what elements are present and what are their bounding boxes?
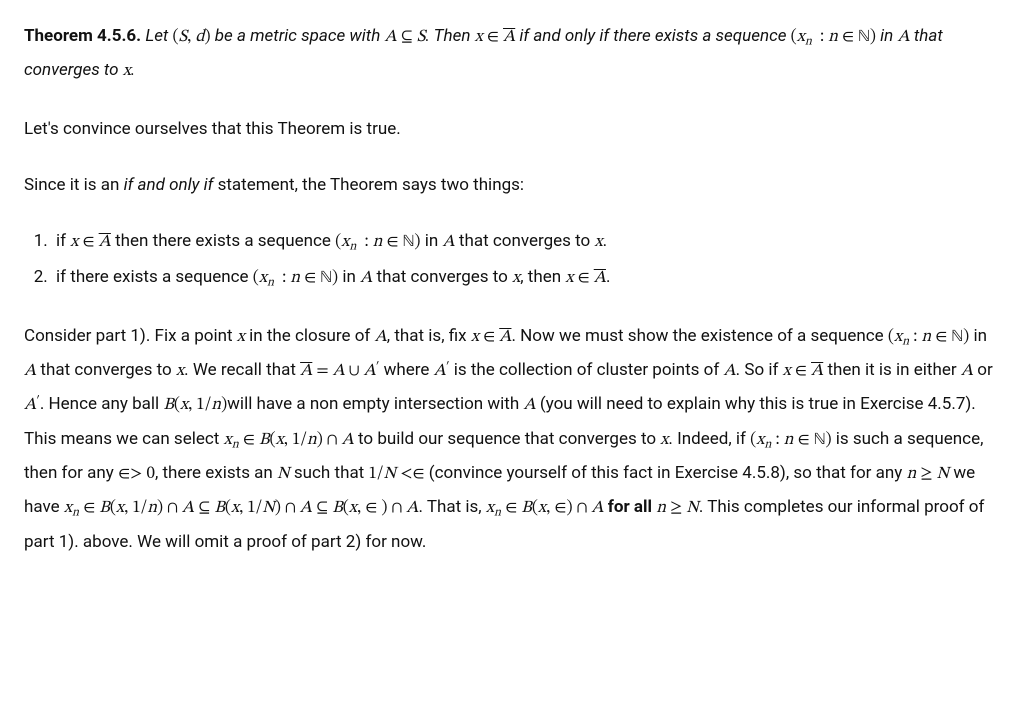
math-A: A xyxy=(961,363,973,380)
math-A-sub-S: A ⊆ S xyxy=(384,29,425,46)
text: such that xyxy=(290,463,369,483)
math-x: x xyxy=(176,363,184,380)
text: or xyxy=(973,360,993,380)
math-x: x xyxy=(237,329,245,346)
math-A: A xyxy=(360,270,372,287)
text: in the closure of xyxy=(245,326,375,346)
math-A: A xyxy=(897,29,909,46)
math-seq: (xn : n ∈ ℕ) xyxy=(253,270,338,287)
theorem-body: Let (S, d) be a metric space with A ⊆ S.… xyxy=(24,26,943,80)
text-bold: for all xyxy=(604,497,657,517)
text: then it is in either xyxy=(823,360,961,380)
math-x-in-Abar: x ∈ A xyxy=(565,270,606,287)
math-Sd: (S, d) xyxy=(173,29,211,46)
math-closure-eq: A = A ∪ A′ xyxy=(300,363,379,380)
text: . Indeed, if xyxy=(668,429,750,449)
text: Consider part 1). Fix a point xyxy=(24,326,237,346)
math-x-in-Abar: x ∈ A xyxy=(70,234,111,251)
text: , there exists an xyxy=(155,463,277,483)
math-A: A xyxy=(523,397,535,414)
math-x-in-Abar: x ∈ A xyxy=(783,363,824,380)
text: . That is, xyxy=(418,497,485,517)
math-select: xn ∈ B(x, 1/n) ∩ A xyxy=(224,432,354,449)
list-item: if there exists a sequence (xn : n ∈ ℕ) … xyxy=(52,261,1000,295)
paragraph-proof: Consider part 1). Fix a point x in the c… xyxy=(24,320,1000,558)
text: Let xyxy=(145,26,172,46)
text: . xyxy=(131,60,135,80)
text: in xyxy=(876,26,897,46)
text: that converges to xyxy=(36,360,176,380)
math-A: A xyxy=(375,329,387,346)
math-n-ge-N: n ≥ N xyxy=(907,466,950,483)
text: , then xyxy=(520,267,565,287)
math-A: A xyxy=(442,234,454,251)
text: in xyxy=(421,231,443,251)
text: that converges to xyxy=(455,231,595,251)
text: where xyxy=(379,360,433,380)
math-N: N xyxy=(277,466,290,483)
math-A: A xyxy=(24,363,36,380)
math-eps-gt-0: ∈> 0 xyxy=(118,466,155,483)
text: . xyxy=(603,231,607,251)
text: be a metric space with xyxy=(211,26,385,46)
text: . Hence any ball xyxy=(40,394,164,414)
text: . We recall that xyxy=(184,360,300,380)
math-x-in-Abar: x ∈ A xyxy=(471,329,512,346)
text: . Now we must show the existence of a se… xyxy=(511,326,887,346)
math-1-over-N: 1/N <∈ xyxy=(368,466,424,483)
math-chain: xn ∈ B(x, 1/n) ∩ A ⊆ B(x, 1/N) ∩ A ⊆ B(x… xyxy=(64,500,419,517)
text: if and only if there exists a sequence xyxy=(515,26,790,46)
theorem-label: Theorem 4.5.6. xyxy=(24,26,141,46)
text: will have a non empty intersection with xyxy=(227,394,523,414)
text: in xyxy=(969,326,987,346)
text: is the collection of cluster points of xyxy=(449,360,723,380)
text: then there exists a sequence xyxy=(111,231,335,251)
math-A: A xyxy=(723,363,735,380)
math-x-in-Abar: x ∈ A xyxy=(475,29,516,46)
paragraph-iff: Since it is an if and only if statement,… xyxy=(24,169,1000,201)
text: , that is, fix xyxy=(387,326,471,346)
math-x: x xyxy=(512,270,520,287)
math-n-ge-N-bold: n ≥ N xyxy=(656,500,699,517)
text: Since it is an xyxy=(24,175,124,195)
iff-list: if x ∈ A then there exists a sequence (x… xyxy=(24,225,1000,296)
math-seq: (xn : n ∈ ℕ) xyxy=(335,234,420,251)
theorem-statement: Theorem 4.5.6. Let (S, d) be a metric sp… xyxy=(24,20,1000,89)
math-x: x xyxy=(594,234,602,251)
iff-emph: if and only if xyxy=(124,175,214,195)
list-item: if x ∈ A then there exists a sequence (x… xyxy=(52,225,1000,259)
paragraph-intro: Let's convince ourselves that this Theor… xyxy=(24,113,1000,145)
text: to build our sequence that converges to xyxy=(354,429,660,449)
text: . So if xyxy=(736,360,783,380)
text: statement, the Theorem says two things: xyxy=(213,175,524,195)
math-A-prime: A′ xyxy=(434,363,450,380)
math-seq: (xn : n ∈ ℕ) xyxy=(888,329,969,346)
math-A-prime: A′ xyxy=(24,397,40,414)
math-x: x xyxy=(123,63,131,80)
math-seq: (xn : n ∈ ℕ) xyxy=(750,432,831,449)
text: . xyxy=(606,267,610,287)
text: (convince yourself of this fact in Exerc… xyxy=(425,463,907,483)
math-seq: (xn : n ∈ ℕ) xyxy=(791,29,876,46)
math-final: xn ∈ B(x, ∈) ∩ A xyxy=(486,500,604,517)
text: in xyxy=(338,267,360,287)
text: . Then xyxy=(425,26,474,46)
math-ball: B(x, 1/n) xyxy=(163,397,227,414)
text: that converges to xyxy=(372,267,512,287)
text: if there exists a sequence xyxy=(56,267,253,287)
text: if xyxy=(56,231,70,251)
